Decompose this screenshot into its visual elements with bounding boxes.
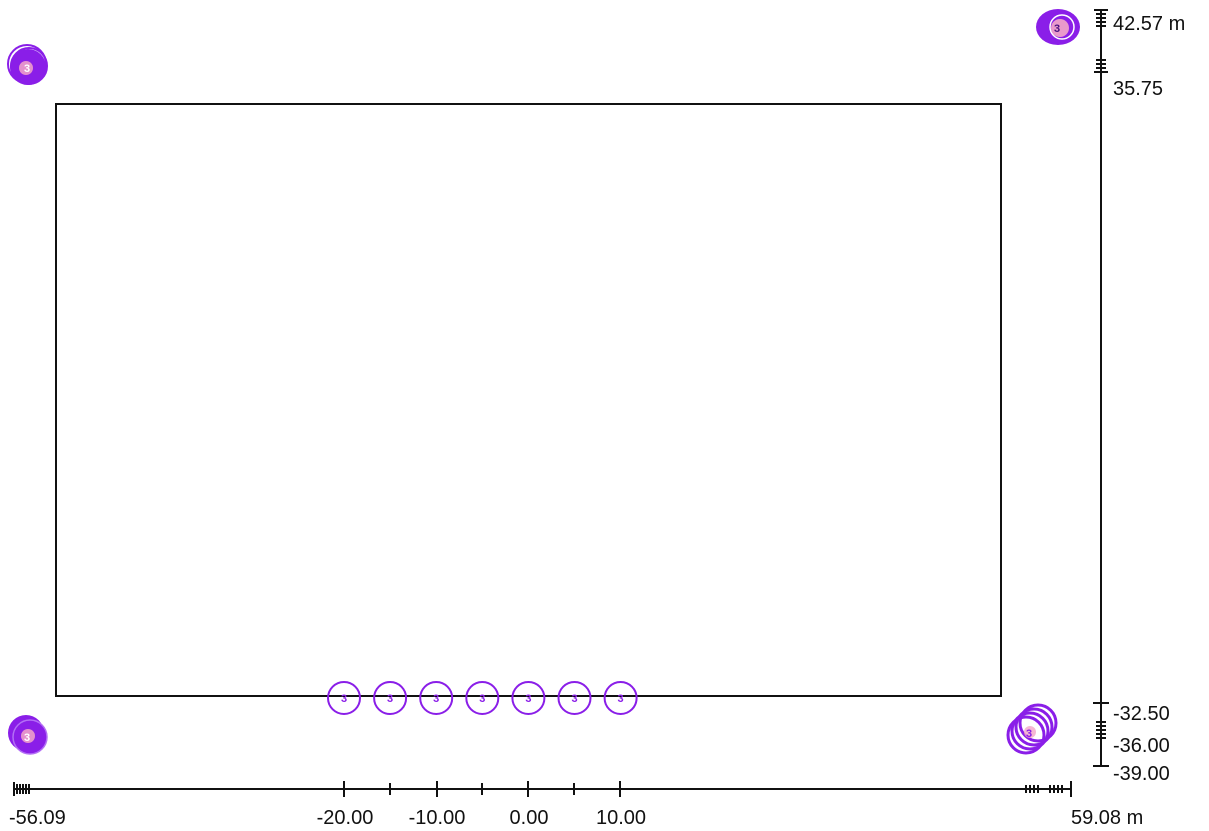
pole-marker-icon [1010,711,1050,751]
luminaire-marker-label: 3 [618,693,624,705]
x-axis-label: -20.00 [317,807,374,829]
pole-highlight [1051,19,1069,37]
luminaire-marker[interactable]: 3 [327,681,361,715]
pole-marker-icon [1049,14,1075,40]
y-axis-label: -32.50 [1113,703,1170,725]
luminaire-marker-label: 3 [525,693,531,705]
luminaire-marker[interactable]: 3 [557,681,592,715]
x-axis-max-label: 59.08 m [1071,807,1143,829]
y-axis-label: -36.00 [1113,735,1170,757]
pole-highlight [1024,726,1036,738]
pole-marker-label: 3 [24,732,30,744]
pole-marker-label: 3 [1026,728,1032,740]
x-axis-min-label: -56.09 [9,807,66,829]
x-axis-right-cap [1025,781,1072,797]
luminaire-marker-icon [419,681,454,715]
pole-marker-label: 3 [24,63,30,75]
luminaire-marker-icon [603,681,638,715]
x-dimension-axis: -56.09 -20.00 -10.00 0.00 10.00 59.08 m [9,781,1143,829]
y-dimension-axis: 42.57 m 35.75 -32.50 -36.00 -39.00 [1093,9,1185,785]
pole-marker-icon [1014,707,1054,747]
luminaire-row: 3 3 3 3 3 3 3 [327,681,638,715]
pole-marker-icon [1006,715,1046,755]
luminaire-marker[interactable]: 3 [419,681,454,715]
luminaire-marker[interactable]: 3 [603,681,638,715]
luminaire-marker[interactable]: 3 [465,681,500,715]
luminaire-marker-label: 3 [433,693,439,705]
x-axis-left-cap [13,782,30,796]
luminaire-marker-label: 3 [571,693,577,705]
luminaire-marker-icon [465,681,500,715]
y-axis-label: -39.00 [1113,763,1170,785]
pole-highlight [21,729,35,743]
luminaire-marker-icon [373,681,408,715]
luminaire-marker[interactable]: 3 [373,681,408,715]
luminaire-marker-label: 3 [341,693,347,705]
y-axis-top-label: 42.57 m [1113,13,1185,35]
x-axis-label: 0.00 [510,807,549,829]
pole-highlight [19,61,33,75]
y-axis-upper-label: 35.75 [1113,78,1163,100]
luminaire-marker-label: 3 [479,693,485,705]
luminaire-marker-label: 3 [387,693,393,705]
luminaire-marker-icon [327,681,361,715]
luminaire-marker-icon [557,681,592,715]
corner-cluster-bottom-left[interactable]: 3 [8,715,48,755]
x-axis-label: -10.00 [409,807,466,829]
corner-cluster-top-right[interactable]: 3 [1036,9,1080,45]
building-outline [55,103,1002,697]
x-axis-label: 10.00 [596,807,646,829]
corner-cluster-top-left[interactable]: 3 [7,44,48,85]
luminaire-marker[interactable]: 3 [511,681,546,715]
pole-marker-icon [1018,703,1058,743]
pole-marker-label: 3 [1054,23,1060,35]
y-axis-top-cap [1094,9,1108,73]
corner-cluster-bottom-right[interactable]: 3 [1006,703,1058,755]
luminaire-marker-icon [511,681,546,715]
y-axis-mid-cap [1096,721,1106,739]
